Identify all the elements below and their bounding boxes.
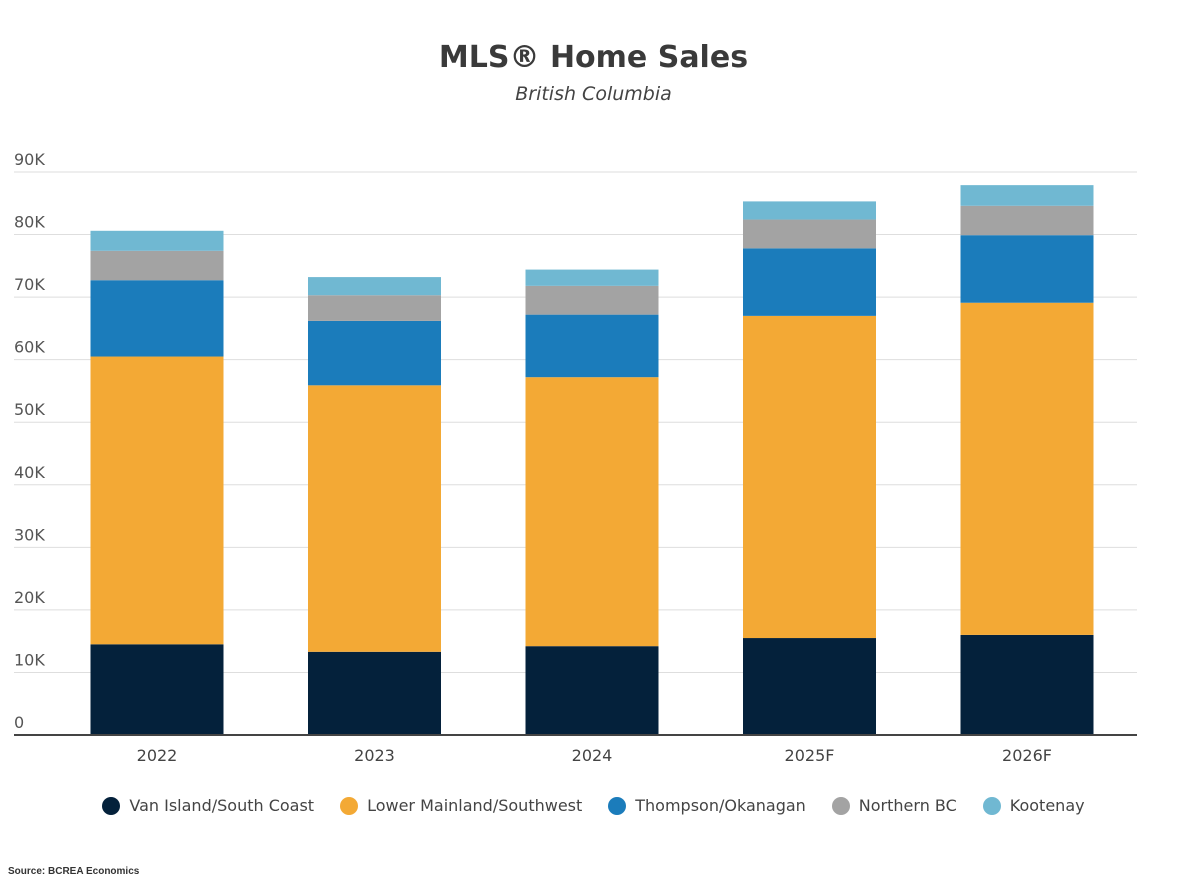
legend: Van Island/South Coast Lower Mainland/Sou… [0, 796, 1187, 815]
bar-segment [91, 357, 224, 645]
bar-segment [743, 248, 876, 316]
x-tick-label: 2022 [137, 746, 178, 765]
bar-segment [308, 652, 441, 735]
bar-segment [526, 646, 659, 735]
x-tick-label: 2024 [572, 746, 613, 765]
bar-segment [526, 315, 659, 378]
y-tick-label: 90K [14, 150, 45, 169]
y-axis-ticks: 0 10K 20K 30K 40K 50K 60K 70K 80K 90K [14, 150, 45, 732]
bar-segment [961, 635, 1094, 735]
bar-segment [743, 201, 876, 219]
bar-segment [526, 377, 659, 646]
bar-segment [743, 316, 876, 638]
bar-segment [526, 286, 659, 315]
legend-label: Thompson/Okanagan [635, 796, 806, 815]
y-tick-label: 60K [14, 338, 45, 357]
y-tick-label: 50K [14, 400, 45, 419]
legend-item: Kootenay [983, 796, 1085, 815]
bar-segment [308, 385, 441, 651]
bar-segment [91, 644, 224, 735]
legend-swatch [102, 797, 120, 815]
source-note: Source: BCREA Economics [8, 866, 139, 877]
x-tick-label: 2023 [354, 746, 395, 765]
bar-segment [308, 295, 441, 321]
legend-swatch [340, 797, 358, 815]
legend-swatch [608, 797, 626, 815]
bar-segment [961, 185, 1094, 206]
y-tick-label: 20K [14, 588, 45, 607]
legend-label: Northern BC [859, 796, 957, 815]
bar-segment [308, 277, 441, 295]
bar-segment [91, 251, 224, 280]
bar-segment [526, 270, 659, 286]
y-tick-label: 80K [14, 213, 45, 232]
y-tick-label: 40K [14, 463, 45, 482]
y-tick-label: 30K [14, 525, 45, 544]
bar-segment [91, 280, 224, 356]
legend-label: Kootenay [1010, 796, 1085, 815]
legend-item: Thompson/Okanagan [608, 796, 806, 815]
legend-item: Lower Mainland/Southwest [340, 796, 582, 815]
x-tick-label: 2025F [785, 746, 835, 765]
bar-segment [961, 303, 1094, 635]
bar-segment [308, 321, 441, 385]
legend-label: Van Island/South Coast [129, 796, 314, 815]
y-tick-label: 10K [14, 650, 45, 669]
legend-label: Lower Mainland/Southwest [367, 796, 582, 815]
legend-item: Northern BC [832, 796, 957, 815]
x-tick-label: 2026F [1002, 746, 1052, 765]
bar-segment [743, 220, 876, 249]
bar-segment [91, 231, 224, 251]
bars [91, 185, 1094, 735]
legend-swatch [983, 797, 1001, 815]
legend-item: Van Island/South Coast [102, 796, 314, 815]
bar-segment [961, 206, 1094, 235]
bar-segment [961, 235, 1094, 303]
bar-segment [743, 638, 876, 735]
y-tick-label: 70K [14, 275, 45, 294]
legend-swatch [832, 797, 850, 815]
x-axis-ticks: 2022 2023 2024 2025F 2026F [137, 746, 1052, 765]
y-tick-label: 0 [14, 713, 24, 732]
